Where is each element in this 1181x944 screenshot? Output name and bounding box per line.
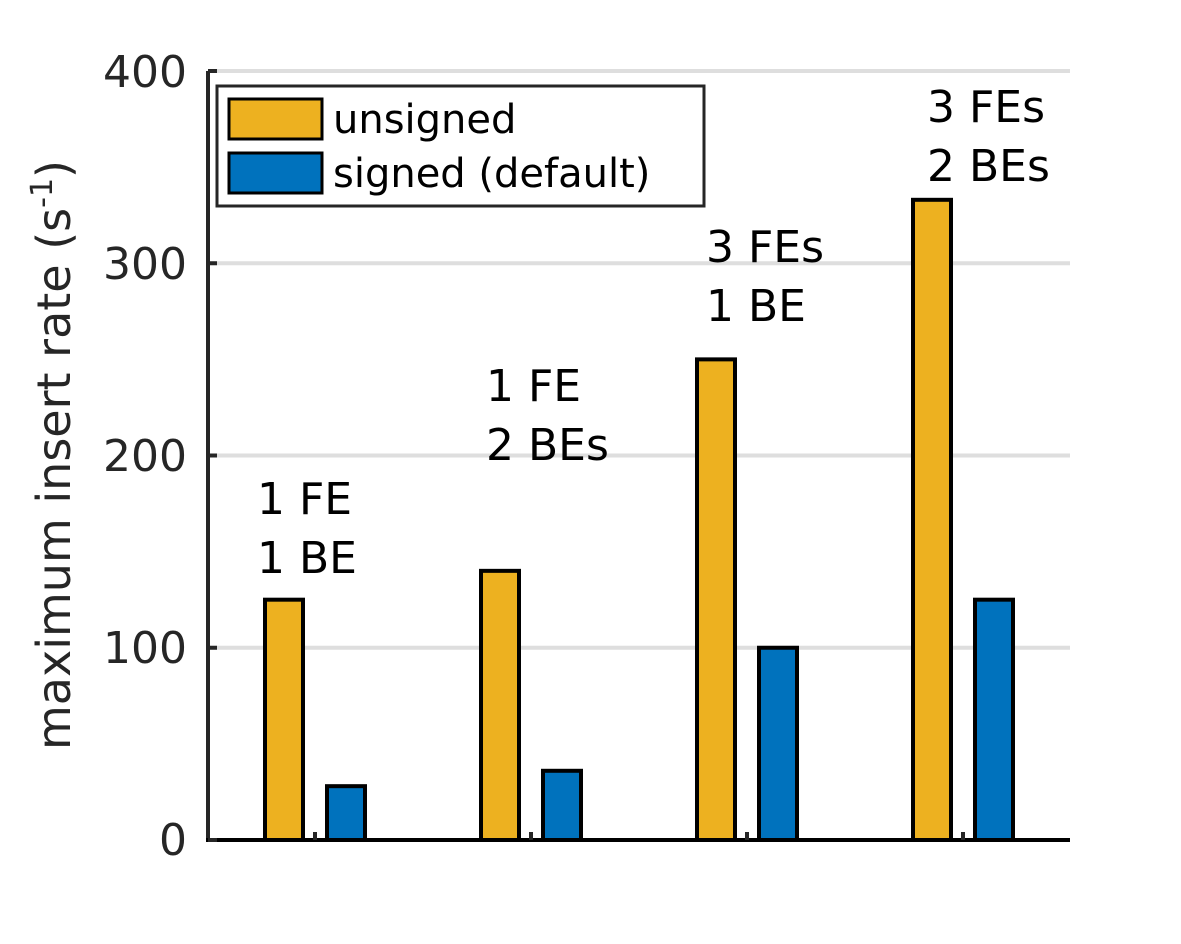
bar-unsigned-group-1 <box>263 597 305 842</box>
annotation-3-line2: 1 BE <box>706 281 806 332</box>
annotation-3-line1: 3 FEs <box>706 222 824 273</box>
bar-unsigned-group-3 <box>695 357 737 842</box>
annotation-2-line1: 1 FE <box>486 361 581 412</box>
y-tick-label-300: 300 <box>103 239 187 290</box>
y-axis-title: maximum insert rate (s-1) <box>25 160 81 750</box>
y-axis-title-main: maximum insert rate (s <box>27 208 81 750</box>
y-axis-title-close: ) <box>27 160 81 178</box>
y-tick-label-400: 400 <box>103 47 187 98</box>
annotation-1-line2: 1 BE <box>257 533 357 584</box>
legend-label-signed: signed (default) <box>333 151 650 197</box>
annotation-4-line1: 3 FEs <box>927 82 1045 133</box>
bar-signed-group-1 <box>325 784 367 842</box>
bar-signed-group-3 <box>757 645 799 842</box>
legend-swatch-unsigned <box>227 97 324 141</box>
annotation-1-line1: 1 FE <box>257 474 352 525</box>
bar-unsigned-group-4 <box>911 197 953 842</box>
y-tick-label-200: 200 <box>103 431 187 482</box>
group-annotations: 1 FE 1 BE 1 FE 2 BEs 3 FEs 1 BE 3 FEs 2 … <box>257 82 1050 584</box>
y-axis-title-superscript: -1 <box>25 178 60 208</box>
axes <box>206 69 1070 842</box>
bar-signed-group-2 <box>541 768 583 842</box>
bar-signed-group-4 <box>973 597 1015 842</box>
y-tick-label-100: 100 <box>103 623 187 674</box>
y-axis-ticks: 0 100 200 300 400 <box>103 47 187 866</box>
legend-swatch-signed <box>227 151 324 195</box>
legend-label-unsigned: unsigned <box>333 97 516 143</box>
legend: unsigned signed (default) <box>215 84 706 208</box>
bars <box>263 197 1015 842</box>
bar-unsigned-group-2 <box>479 568 521 842</box>
annotation-4-line2: 2 BEs <box>927 141 1050 192</box>
annotation-2-line2: 2 BEs <box>486 420 609 471</box>
y-tick-label-0: 0 <box>159 815 187 866</box>
